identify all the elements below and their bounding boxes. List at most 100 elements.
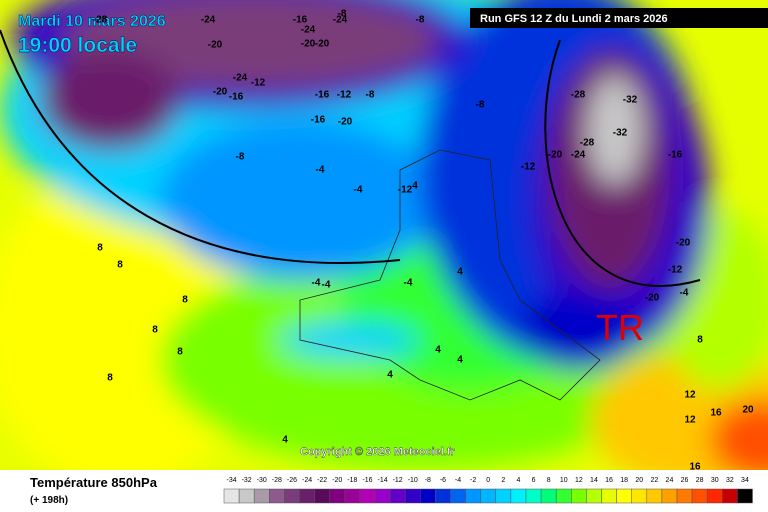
scale-label: 26	[681, 477, 689, 484]
contour-label: -20	[676, 238, 691, 249]
contour-label: -4	[312, 278, 321, 289]
contour-label: -4	[404, 278, 413, 289]
scale-label: -2	[470, 477, 476, 484]
scale-swatch	[359, 488, 376, 504]
contour-label: -24	[333, 15, 348, 26]
scale-swatch	[571, 488, 587, 504]
contour-label: 8	[97, 243, 103, 254]
scale-swatch	[676, 488, 693, 504]
scale-swatch	[540, 488, 557, 504]
scale-swatch	[555, 488, 572, 504]
scale-swatch	[314, 488, 330, 504]
contour-label: -16	[315, 90, 330, 101]
scale-label: 16	[605, 477, 613, 484]
scale-swatch	[737, 488, 753, 504]
scale-label: 24	[666, 477, 674, 484]
scale-label: 14	[590, 477, 598, 484]
scale-label: 20	[635, 477, 643, 484]
contour-label: 8	[182, 295, 188, 306]
contour-label: -8	[366, 90, 375, 101]
scale-label: 12	[575, 477, 583, 484]
legend-subtitle: (+ 198h)	[30, 495, 68, 506]
scale-label: -30	[257, 477, 267, 484]
marker: TR	[596, 307, 644, 348]
contour-label: -28	[580, 138, 595, 149]
copyright: Copyright © 2026 Meteociel.fr	[300, 446, 456, 458]
contour-label: -8	[338, 9, 347, 20]
contour-label: 4	[435, 345, 441, 356]
scale-label: 4	[516, 477, 520, 484]
contour-label: 16	[710, 408, 722, 419]
scale-swatch	[450, 488, 466, 504]
scale-label: 2	[501, 477, 505, 484]
contour-label: 12	[684, 415, 696, 426]
contour-label: -8	[236, 152, 245, 163]
scale-swatch	[525, 488, 542, 504]
scale-label: 6	[532, 477, 536, 484]
time: 19:00 locale	[18, 34, 137, 57]
contour-label: -20	[208, 40, 223, 51]
contour-label: -16	[293, 15, 308, 26]
scale-label: -32	[242, 477, 252, 484]
contour-label: -28	[571, 90, 586, 101]
scale-swatch	[223, 488, 240, 504]
scale-swatch	[299, 488, 315, 504]
scale-swatch	[435, 488, 451, 504]
contour-label: -12	[668, 265, 683, 276]
contour-label: 16	[689, 462, 701, 473]
scale-label: 0	[486, 477, 490, 484]
contour-label: 20	[742, 405, 754, 416]
scale-label: -4	[455, 477, 461, 484]
contour-label: -20	[315, 39, 330, 50]
contour-label: -12	[251, 78, 266, 89]
contour-label: 8	[152, 325, 158, 336]
contour-label: -4	[316, 165, 325, 176]
scale-label: 32	[726, 477, 734, 484]
scale-label: 28	[696, 477, 704, 484]
scale-label: 18	[620, 477, 628, 484]
contour-label: -16	[229, 92, 244, 103]
contour-label: -20	[645, 293, 660, 304]
run-box	[470, 8, 768, 28]
scale-swatch	[269, 488, 285, 504]
contour-label: -12	[337, 90, 352, 101]
contour-label: 4	[457, 355, 463, 366]
contour-label: -24	[301, 25, 316, 36]
scale-label: -18	[347, 477, 357, 484]
contour-label: -4	[354, 185, 363, 196]
scale-label: -26	[287, 477, 297, 484]
scale-swatch	[404, 488, 421, 504]
scale-swatch	[510, 488, 527, 504]
contour-label: -24	[201, 15, 216, 26]
contour-label: 8	[117, 260, 123, 271]
contour-label: -20	[338, 117, 353, 128]
contour-label: 4	[387, 370, 393, 381]
scale-swatch	[722, 488, 738, 504]
scale-swatch	[238, 488, 255, 504]
legend-title: Température 850hPa	[30, 475, 158, 490]
scale-swatch	[646, 488, 663, 504]
scale-label: 22	[650, 477, 658, 484]
contour-label: -28	[93, 15, 108, 26]
scale-swatch	[344, 488, 361, 504]
contour-label: -20	[213, 87, 228, 98]
color-scale: -34 -32 -30 -28 -26 -24 -22 -20 -18 -16 -14 -12 -10-…	[223, 477, 753, 504]
scale-label: -8	[425, 477, 431, 484]
scale-swatch	[389, 488, 406, 504]
scale-swatch	[253, 488, 270, 504]
contour-label: -4	[322, 280, 331, 291]
date: Mardi 10 mars 2026	[18, 13, 166, 30]
scale-swatch	[661, 488, 678, 504]
scale-swatch	[284, 488, 300, 504]
scale-label: -24	[302, 477, 312, 484]
contour-label: -16	[311, 115, 326, 126]
scale-swatch	[374, 488, 391, 504]
contour-label: -4	[680, 288, 689, 299]
map	[0, 0, 768, 470]
contour-label: 8	[107, 373, 113, 384]
scale-label: -16	[362, 477, 372, 484]
scale-swatch	[691, 488, 708, 504]
contour-label: 12	[684, 390, 696, 401]
contour-label: -32	[623, 95, 638, 106]
